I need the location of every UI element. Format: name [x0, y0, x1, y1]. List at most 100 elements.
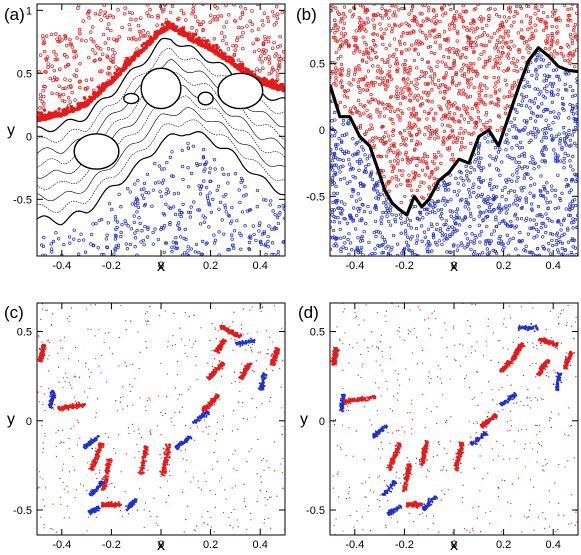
blue-point — [393, 220, 398, 224]
blue-point — [458, 199, 463, 203]
sparse-point — [261, 459, 263, 462]
blue-point — [515, 143, 519, 148]
blue-point — [539, 226, 543, 230]
blue-point — [547, 218, 552, 222]
sparse-point — [249, 512, 252, 514]
red-point — [465, 63, 469, 67]
blue-point — [446, 228, 450, 232]
red-point — [388, 159, 392, 164]
sparse-point — [131, 363, 133, 365]
blue-point — [126, 186, 130, 191]
blue-point — [145, 235, 150, 239]
red-point — [63, 77, 67, 81]
blue-point — [524, 84, 528, 88]
blue-point — [457, 189, 461, 193]
blue-point — [226, 172, 231, 177]
sparse-point — [232, 321, 234, 323]
red-boundary-point — [182, 31, 186, 35]
red-point — [447, 50, 452, 54]
red-point — [267, 61, 272, 65]
sparse-point — [207, 433, 209, 435]
island-ring — [217, 72, 264, 110]
red-point — [397, 39, 402, 43]
red-point — [487, 58, 491, 63]
red-point — [358, 67, 362, 71]
red-point — [354, 37, 358, 42]
blue-point — [497, 236, 501, 241]
sparse-point — [188, 315, 190, 317]
red-point — [448, 135, 452, 140]
red-point — [422, 74, 427, 78]
red-point — [97, 12, 102, 17]
blue-point — [354, 213, 359, 218]
blue-point — [405, 217, 410, 221]
sparse-point — [84, 391, 86, 393]
sparse-point — [87, 462, 89, 464]
sparse-point — [63, 517, 65, 519]
blue-point — [520, 92, 524, 97]
blue-point — [340, 139, 344, 143]
blue-point — [476, 156, 481, 160]
red-point — [131, 36, 136, 40]
red-point — [388, 109, 393, 113]
blue-point — [491, 156, 495, 161]
sparse-point — [280, 386, 282, 388]
sparse-point — [217, 330, 219, 332]
blue-point — [541, 235, 545, 239]
red-point — [353, 106, 358, 111]
blue-point — [415, 216, 419, 220]
blue-point — [183, 227, 187, 232]
red-point — [258, 69, 262, 73]
red-point — [260, 18, 265, 23]
sparse-point — [45, 309, 47, 312]
invariant-curve — [37, 107, 285, 202]
sparse-point — [44, 432, 46, 435]
blue-point — [186, 210, 191, 214]
blue-point — [369, 173, 373, 177]
red-point — [377, 136, 381, 141]
red-point — [38, 106, 42, 110]
red-boundary-point — [96, 85, 100, 89]
blue-point — [50, 250, 54, 254]
red-point — [430, 170, 434, 174]
red-point — [387, 69, 391, 73]
blue-point — [501, 242, 505, 246]
sparse-point — [228, 516, 230, 518]
red-point — [250, 22, 255, 27]
red-point — [552, 11, 557, 16]
sparse-point — [273, 441, 275, 443]
blue-point — [352, 206, 356, 210]
red-point — [395, 60, 399, 64]
red-point — [451, 134, 456, 138]
blue-point — [481, 219, 485, 223]
red-point — [363, 9, 367, 13]
blue-point — [508, 238, 512, 242]
red-point — [130, 37, 134, 41]
blue-point — [550, 100, 554, 105]
blue-point — [479, 229, 484, 234]
blue-point — [523, 164, 527, 169]
red-point — [447, 86, 452, 90]
red-point — [462, 72, 467, 76]
red-point — [505, 54, 509, 58]
blue-point — [381, 210, 385, 215]
blue-point — [520, 189, 524, 193]
blue-point — [425, 243, 429, 247]
red-point — [575, 48, 578, 52]
red-point — [262, 51, 267, 55]
red-point — [536, 8, 541, 13]
red-boundary-point — [178, 27, 183, 32]
sparse-point — [95, 516, 98, 518]
red-point — [76, 6, 80, 10]
sparse-point — [73, 469, 75, 471]
red-point — [434, 13, 439, 17]
red-point — [404, 152, 408, 156]
red-point — [348, 107, 353, 111]
red-point — [84, 78, 89, 83]
red-point — [392, 166, 396, 170]
blue-point — [443, 233, 448, 237]
blue-point — [338, 178, 343, 182]
red-point — [405, 179, 409, 184]
sparse-point — [48, 370, 50, 372]
sparse-point — [178, 411, 181, 413]
